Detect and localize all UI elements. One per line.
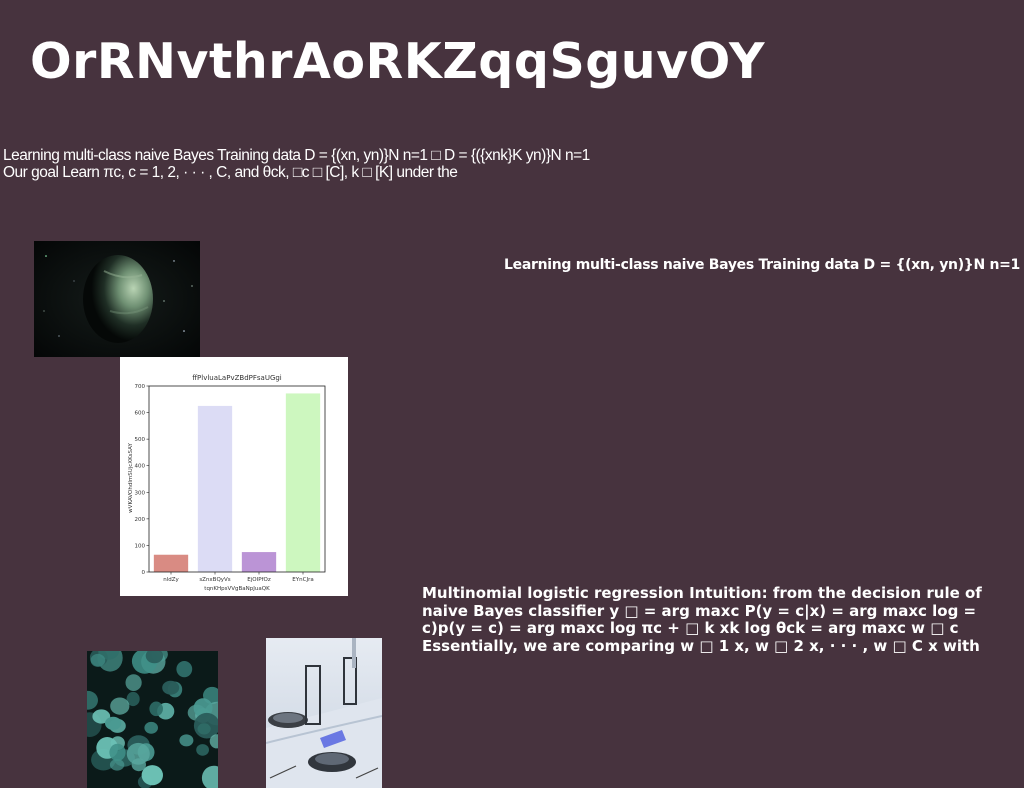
chart-x-axis-label: tqnKHpsVVgBaNpJuaQK xyxy=(204,586,270,592)
leaf-shape xyxy=(144,721,158,734)
leaf-shape xyxy=(109,759,125,771)
table-setting-photo xyxy=(266,638,382,788)
leaf-shape xyxy=(149,701,163,717)
page-title: OrRNvthrAoRKZqqSguvOY xyxy=(30,33,766,90)
chart-x-tick-label: EYnCJra xyxy=(292,577,313,583)
chart-y-tick-label: 400 xyxy=(135,464,146,470)
chart-bar-1 xyxy=(153,554,189,572)
chart-y-tick-label: 0 xyxy=(142,570,146,576)
section-heading: Learning multi-class naive Bayes Trainin… xyxy=(504,257,1020,273)
chart-frame xyxy=(148,385,326,573)
leaves-photo xyxy=(87,651,218,788)
chart-x-tick-label: nldZy xyxy=(163,577,179,583)
chart-y-tick-label: 700 xyxy=(135,384,146,390)
chart-bar-4 xyxy=(285,393,321,572)
chart-y-tick-label: 600 xyxy=(135,411,146,417)
chart-y-tick-label: 200 xyxy=(135,517,146,523)
chart-x-tick-label: EjOIPfOz xyxy=(247,577,271,583)
chart-y-tick-label: 100 xyxy=(135,543,146,549)
leaf-shape xyxy=(162,680,180,695)
leaf-shape xyxy=(109,743,126,762)
leaf-shape xyxy=(201,765,218,788)
leaf-shape xyxy=(145,651,164,664)
intro-paragraph: Learning multi-class naive Bayes Trainin… xyxy=(3,147,590,181)
leaf-shape xyxy=(197,723,211,735)
chart-bar-3 xyxy=(241,552,277,572)
leaf-shape xyxy=(179,734,194,747)
leaf-shape xyxy=(141,765,163,786)
leaf-shape xyxy=(87,690,98,710)
leaf-shape xyxy=(92,709,111,724)
leaf-shape xyxy=(126,742,150,765)
chart-y-axis-label: wVKAVOhdlmSUjcXKsSAY xyxy=(128,443,134,513)
leaf-shape xyxy=(193,698,213,718)
leaf-shape xyxy=(126,691,140,707)
chart-title: ffPlvluaLaPvZBdPFsaUGgi xyxy=(192,374,282,382)
leaf-shape xyxy=(176,661,193,678)
leaf-shape xyxy=(196,744,209,756)
logistic-regression-paragraph: Multinomial logistic regression Intuitio… xyxy=(422,584,982,655)
leaf-shape xyxy=(110,697,130,715)
leaf-shape xyxy=(125,674,142,691)
leaf-shape xyxy=(131,758,146,772)
planet-photo xyxy=(34,241,200,357)
chart-bar-2 xyxy=(197,405,233,572)
leaf-shape xyxy=(105,716,122,730)
leaf-shape xyxy=(209,734,218,749)
bar-chart-svg: ffPlvluaLaPvZBdPFsaUGgi tqnKHpsVVgBaNpJu… xyxy=(128,374,326,592)
chart-x-tick-label: sZnxBQyVs xyxy=(199,577,230,583)
leaf-shape xyxy=(90,653,106,667)
bar-chart: ffPlvluaLaPvZBdPFsaUGgi tqnKHpsVVgBaNpJu… xyxy=(120,357,348,596)
chart-y-tick-label: 300 xyxy=(135,490,146,496)
chart-y-tick-label: 500 xyxy=(135,437,146,443)
